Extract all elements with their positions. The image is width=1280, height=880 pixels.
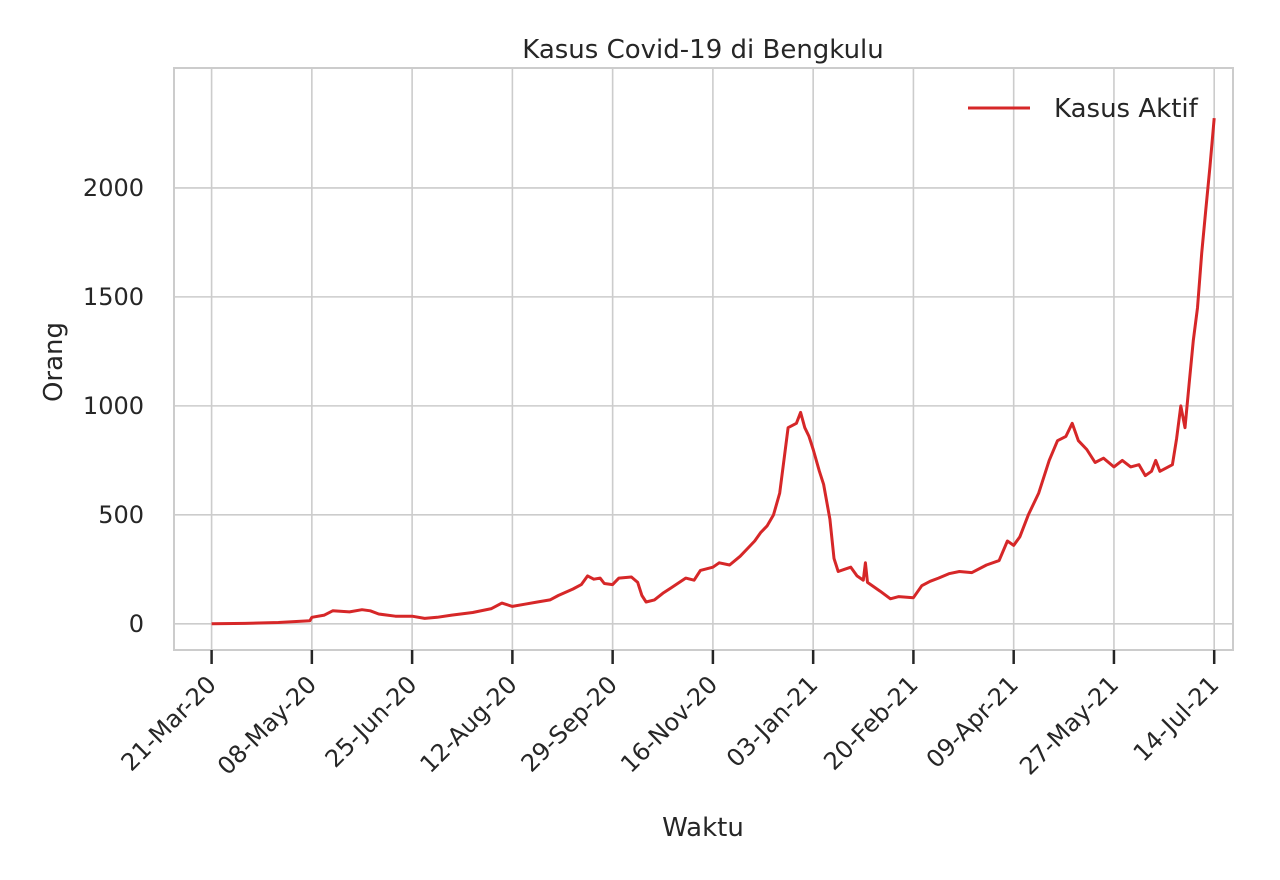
legend: Kasus Aktif	[968, 94, 1199, 124]
legend-label-kasus-aktif: Kasus Aktif	[1054, 94, 1199, 124]
x-tick-label: 20-Feb-21	[818, 670, 923, 775]
x-tick-label: 21-Mar-20	[116, 670, 222, 776]
y-tick-label: 1000	[83, 392, 144, 420]
y-axis-label: Orang	[39, 322, 69, 402]
x-axis-label: Waktu	[662, 813, 744, 843]
y-tick-label: 1500	[83, 283, 144, 311]
x-tick-label: 25-Jun-20	[320, 670, 423, 773]
x-tick-label: 29-Sep-20	[516, 670, 623, 777]
x-tick-label: 12-Aug-20	[415, 670, 523, 778]
plot-frame	[173, 67, 1234, 651]
x-tick-label: 14-Jul-21	[1128, 670, 1225, 767]
x-tick-label: 16-Nov-20	[615, 670, 723, 778]
y-tick-label: 500	[98, 501, 144, 529]
x-tick-label: 03-Jan-21	[721, 670, 823, 772]
axis-ticks: 0 500 1000 1500 2000 21-Mar-2008-May-2025-Jun…	[83, 174, 1225, 781]
y-tick-label: 2000	[83, 174, 144, 202]
x-tick-label: 09-Apr-21	[921, 670, 1024, 773]
series-group	[211, 117, 1216, 626]
chart-title: Kasus Covid-19 di Bengkulu	[522, 35, 884, 65]
y-tick-label: 0	[129, 610, 144, 638]
x-tick-label: 08-May-20	[212, 670, 322, 780]
grid	[174, 68, 1233, 650]
x-tick-label: 27-May-21	[1014, 670, 1124, 780]
series-line-kasus-aktif	[211, 117, 1216, 626]
